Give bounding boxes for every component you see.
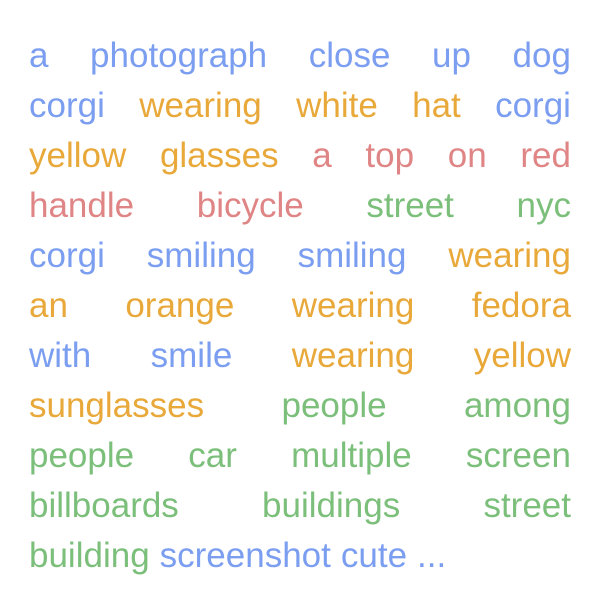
caption-word: hat [412,86,461,125]
caption-word: up [432,36,471,75]
caption-word: wearing [139,86,262,125]
caption-word: a [29,36,49,75]
caption-word: smiling [146,236,256,275]
caption-word: with [29,336,92,375]
word-line: billboards buildings street [29,481,571,531]
caption-word: an [29,286,68,325]
caption-word: a [312,136,332,175]
caption-word: car [188,436,237,475]
word-line: a photograph close up dog [29,31,571,81]
word-line: yellow glasses a top on red [29,131,571,181]
caption-word: wearing [291,286,415,325]
caption-word: fedora [471,286,571,325]
caption-word: on [447,136,487,175]
caption-word: orange [125,286,235,325]
caption-word: photograph [90,36,268,75]
word-line: an orange wearing fedora [29,281,571,331]
caption-word: handle [29,186,135,225]
word-line: sunglasses people among [29,381,571,431]
word-line: corgi smiling smiling wearing [29,231,571,281]
caption-word: glasses [159,136,279,175]
caption-word: building [29,536,150,575]
caption-word: street [366,186,454,225]
word-line: corgi wearing white hat corgi [29,81,571,131]
caption-word: sunglasses [29,386,205,425]
word-line: people car multiple screen [29,431,571,481]
caption-word: street [483,486,571,525]
caption-word: yellow [29,136,127,175]
word-line: with smile wearing yellow [29,331,571,381]
caption-word: people [281,386,387,425]
caption-word: dog [512,36,571,75]
caption-word: red [520,136,571,175]
caption-word: corgi [29,236,105,275]
caption-word: corgi [29,86,105,125]
caption-word: wearing [448,236,571,275]
caption-word: smiling [297,236,407,275]
caption-word: among [463,386,571,425]
caption-word: close [308,36,391,75]
caption-word: nyc [516,186,571,225]
caption-word: cute [340,536,408,575]
caption-word: wearing [291,336,415,375]
caption-word: billboards [29,486,179,525]
caption-word: yellow [473,336,571,375]
caption-word: top [365,136,415,175]
caption-word: corgi [495,86,571,125]
caption-word: screen [465,436,571,475]
caption-word: ... [417,536,447,575]
caption-word: multiple [291,436,412,475]
caption-word: people [29,436,135,475]
caption-word: smile [150,336,233,375]
caption-word: white [296,86,378,125]
caption-word: screenshot [159,536,331,575]
caption-word: bicycle [196,186,304,225]
caption-word: buildings [262,486,401,525]
word-line: building screenshot cute... [29,531,571,581]
word-line: handle bicycle street nyc [29,181,571,231]
